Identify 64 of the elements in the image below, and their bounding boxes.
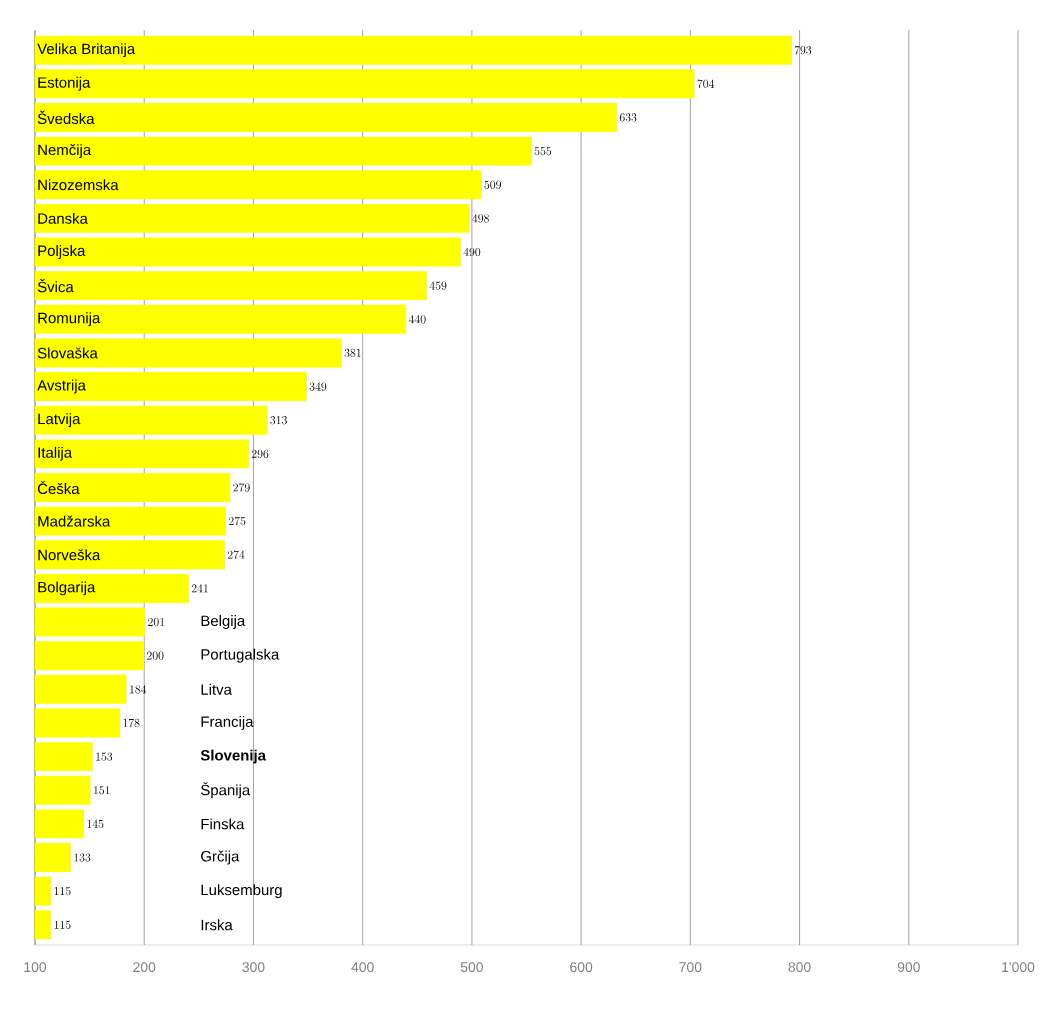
y-tick-label: Danska <box>38 212 88 224</box>
data-label: 459 <box>429 281 447 290</box>
y-tick-label: Francija <box>201 716 254 730</box>
data-label: 200 <box>147 651 164 660</box>
data-label: 633 <box>619 113 637 122</box>
data-label: 184 <box>130 685 147 694</box>
y-tick-label: Češka <box>37 480 80 495</box>
x-tick-label: 200 <box>133 962 156 973</box>
x-tick-label: 300 <box>242 962 265 973</box>
data-label: 115 <box>54 887 71 896</box>
x-tick-label: 900 <box>897 962 920 973</box>
y-tick-label: Španija <box>201 782 251 799</box>
x-tick-label: 100 <box>24 962 47 973</box>
x-tick-label: 400 <box>351 962 374 973</box>
data-label: 793 <box>794 45 812 55</box>
y-tick-label: Švica <box>37 279 74 293</box>
y-tick-label: Luksemburg <box>201 884 282 899</box>
x-tick-label: 500 <box>460 962 483 973</box>
y-tick-label: Nemčija <box>38 144 92 159</box>
y-tick-label: Italija <box>38 446 73 461</box>
data-label: 555 <box>534 147 552 156</box>
data-label: 178 <box>123 718 140 728</box>
data-label: 704 <box>697 79 715 88</box>
y-tick-label: Nizozemska <box>38 179 119 191</box>
y-tick-label: Estonija <box>38 76 91 91</box>
data-label: 381 <box>344 348 361 358</box>
y-tick-label: Slovenija <box>200 749 267 764</box>
y-tick-label: Litva <box>201 683 232 695</box>
data-label: 498 <box>472 214 489 223</box>
y-tick-label: Latvija <box>38 413 81 428</box>
data-label: 440 <box>408 315 426 324</box>
y-tick-label: Madžarska <box>38 515 111 527</box>
data-label: 275 <box>228 516 246 526</box>
data-label: 274 <box>227 550 245 559</box>
data-label: 133 <box>74 853 91 862</box>
y-tick-label: Romunija <box>38 312 101 327</box>
data-label: 279 <box>233 483 250 492</box>
data-label: 349 <box>309 382 327 391</box>
y-tick-label: Irska <box>201 919 233 931</box>
data-label: 151 <box>94 786 110 795</box>
data-label: 201 <box>148 617 165 627</box>
x-tick-label: 700 <box>679 962 702 973</box>
data-label: 153 <box>96 752 113 761</box>
data-label: 490 <box>463 247 481 257</box>
y-tick-label: Bolgarija <box>38 581 96 596</box>
y-tick-label: Švedska <box>37 110 95 125</box>
data-label: 313 <box>270 416 287 425</box>
y-tick-label: Velika Britanija <box>37 43 136 58</box>
x-tick-label: 600 <box>570 962 593 973</box>
y-tick-label: Norveška <box>38 549 101 561</box>
data-label: 509 <box>484 180 501 189</box>
data-label: 145 <box>87 819 104 828</box>
y-tick-label: Finska <box>201 818 245 830</box>
y-tick-label: Grčija <box>201 850 240 865</box>
data-label: 241 <box>191 584 208 593</box>
y-tick-label: Belgija <box>201 615 246 630</box>
y-tick-label: Poljska <box>38 245 86 259</box>
data-label: 296 <box>251 449 269 458</box>
y-tick-label: Avstrija <box>37 379 86 394</box>
x-tick-label: 800 <box>788 962 811 973</box>
y-tick-label: Portugalska <box>201 648 280 663</box>
data-label: 115 <box>54 920 71 929</box>
y-tick-label: Slovaška <box>37 347 98 359</box>
x-tick-label: 1'000 <box>1002 962 1035 973</box>
